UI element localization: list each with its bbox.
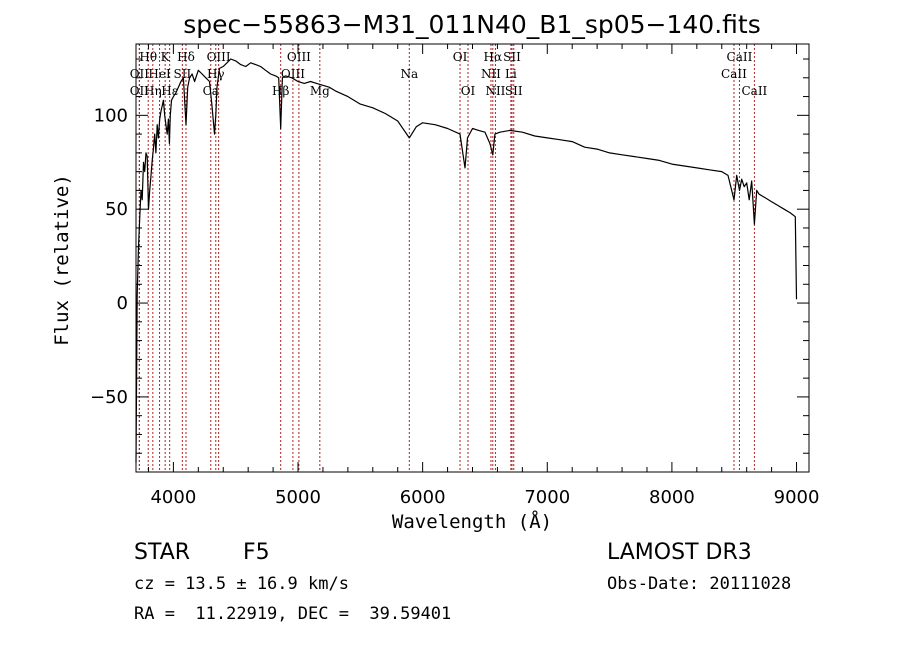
- coordinates: RA = 11.22919, DEC = 39.59401: [134, 604, 452, 624]
- spectral-line-label: Hα: [484, 50, 503, 64]
- x-tick-label: 8000: [649, 487, 695, 508]
- spectral-line-label: OI: [461, 84, 476, 98]
- spectral-line-label: NII: [485, 84, 505, 98]
- subclass: F5: [243, 540, 270, 565]
- spectral-line-markers: [138, 44, 755, 472]
- spectral-line-label: SII: [505, 84, 523, 98]
- y-tick-label: −50: [90, 387, 128, 408]
- x-tick-label: 6000: [400, 487, 446, 508]
- spectral-line-label: SII: [503, 50, 521, 64]
- spectrum-series: [135, 58, 798, 463]
- spectral-line-label: Hβ: [272, 84, 289, 98]
- spectral-line-label: OIII: [287, 50, 311, 64]
- spectral-line-label: Li: [505, 67, 517, 81]
- spectral-line-label: Hθ: [139, 50, 157, 64]
- spectral-line-label: HeI: [148, 67, 171, 81]
- spectral-line-label: Hε: [161, 84, 178, 98]
- spectral-line-label: OIII: [207, 50, 231, 64]
- survey-name: LAMOST DR3: [607, 540, 752, 565]
- spectral-line-label: CaII: [721, 67, 747, 81]
- spectral-line-label: OI: [453, 50, 468, 64]
- spectral-line-label: SII: [174, 67, 192, 81]
- spectral-line-label: OII: [130, 84, 150, 98]
- obs-date: Obs-Date: 20111028: [607, 574, 792, 594]
- spectral-line-label: OIII: [281, 67, 305, 81]
- x-tick-label: 4000: [150, 487, 196, 508]
- spectral-line-label: Hη: [144, 84, 162, 98]
- spectral-line-label: OII: [130, 67, 150, 81]
- y-tick-label: 0: [117, 293, 128, 314]
- y-axis-label: Flux (relative): [51, 174, 73, 346]
- x-axis-label: Wavelength (Å): [392, 510, 552, 533]
- spectral-line-label: CaII: [741, 84, 767, 98]
- spectral-line-label: CaII: [727, 50, 753, 64]
- spectral-line-label: Hδ: [177, 50, 195, 64]
- x-tick-label: 9000: [774, 487, 820, 508]
- x-tick-label: 7000: [524, 487, 570, 508]
- plot-frame: [135, 43, 810, 473]
- y-axis-ticks: −50 0 50 100: [90, 58, 809, 454]
- spectral-line-label: Hγ: [207, 67, 225, 81]
- object-class: STAR: [134, 540, 191, 565]
- spectral-line-label: Mg: [310, 84, 330, 98]
- y-tick-label: 50: [105, 199, 128, 220]
- y-tick-label: 100: [94, 105, 128, 126]
- x-axis-ticks: 4000 5000 6000 7000 8000 9000: [147, 44, 820, 508]
- spectral-line-label: Na: [400, 67, 418, 81]
- velocity-readout: cz = 13.5 ± 16.9 km/s: [134, 574, 349, 594]
- x-tick-label: 5000: [275, 487, 321, 508]
- spectrum-line: [135, 58, 798, 463]
- spectral-line-label: Ca: [203, 84, 219, 98]
- chart-title: spec−55863−M31_011N40_B1_sp05−140.fits: [183, 10, 761, 39]
- spectral-line-label: K: [161, 50, 171, 64]
- spectral-line-label: NII: [481, 67, 501, 81]
